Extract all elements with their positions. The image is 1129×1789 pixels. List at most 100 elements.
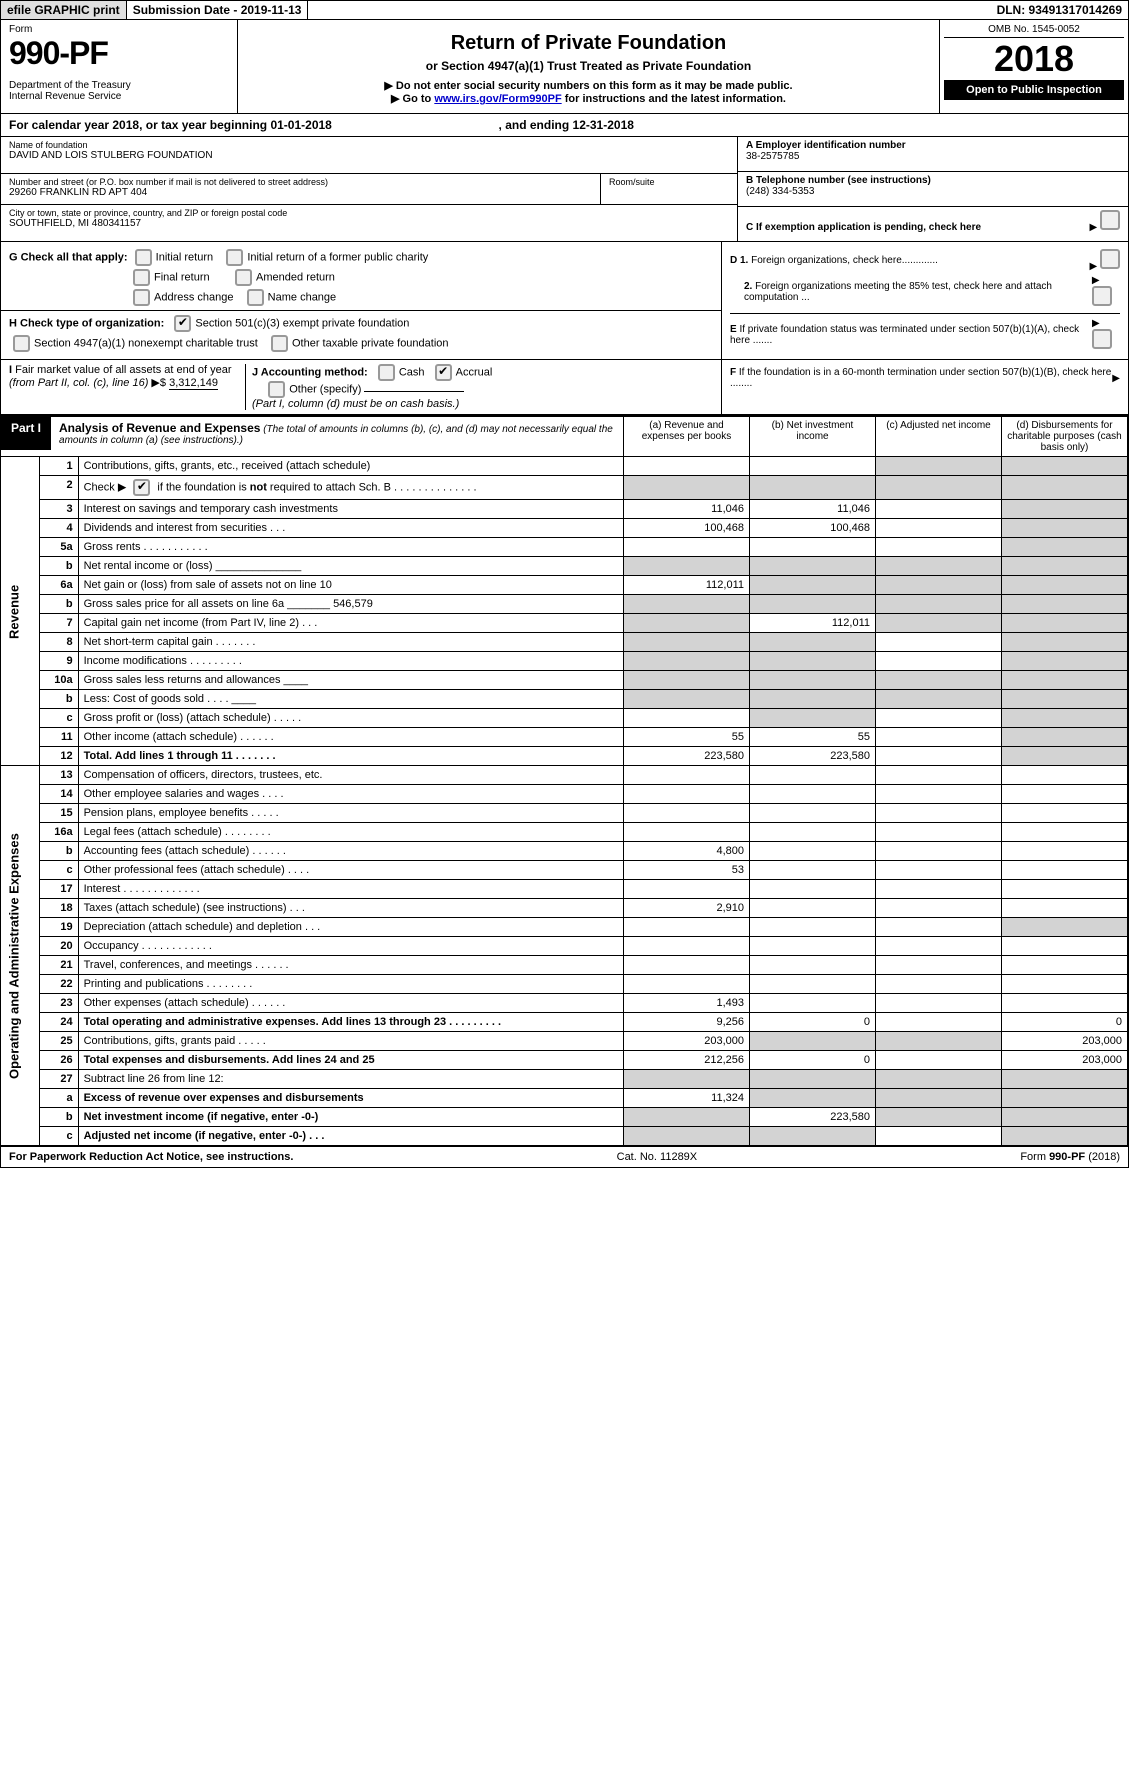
- j-note: (Part I, column (d) must be on cash basi…: [252, 398, 459, 410]
- omb-number: OMB No. 1545-0052: [944, 24, 1124, 38]
- line-description: Accounting fees (attach schedule) . . . …: [78, 842, 623, 861]
- line-description: Interest . . . . . . . . . . . . .: [78, 880, 623, 899]
- f-section: F If the foundation is in a 60-month ter…: [722, 360, 1128, 414]
- table-row: 2Check ▶ if the foundation is not requir…: [1, 476, 1128, 500]
- addr-label: Number and street (or P.O. box number if…: [9, 177, 592, 187]
- entity-section: Name of foundation DAVID AND LOIS STULBE…: [1, 137, 1128, 242]
- line-number: b: [39, 557, 78, 576]
- amount-cell: [750, 690, 876, 709]
- amount-cell: [876, 633, 1002, 652]
- d1-checkbox[interactable]: [1100, 249, 1120, 269]
- opt-amended: Amended return: [256, 271, 335, 283]
- table-row: 27Subtract line 26 from line 12:: [1, 1070, 1128, 1089]
- opt-name: Name change: [268, 291, 337, 303]
- c-label: C If exemption application is pending, c…: [746, 222, 981, 233]
- part-title: Analysis of Revenue and Expenses: [59, 421, 260, 435]
- header-left: Form 990-PF Department of the Treasury I…: [1, 20, 238, 113]
- form-instructions: ▶ Do not enter social security numbers o…: [246, 79, 931, 105]
- chk-amended[interactable]: [235, 269, 252, 286]
- table-row: 10aGross sales less returns and allowanc…: [1, 671, 1128, 690]
- amount-cell: [1002, 842, 1128, 861]
- e-checkbox[interactable]: [1092, 329, 1112, 349]
- ein-label: A Employer identification number: [746, 140, 1120, 151]
- amount-cell: [876, 519, 1002, 538]
- amount-cell: [1002, 500, 1128, 519]
- amount-cell: [750, 766, 876, 785]
- table-row: 5aGross rents . . . . . . . . . . .: [1, 538, 1128, 557]
- amount-cell: [624, 804, 750, 823]
- dept-treasury: Department of the Treasury Internal Reve…: [9, 80, 229, 102]
- amount-cell: [1002, 880, 1128, 899]
- amount-cell: [876, 500, 1002, 519]
- chk-cash[interactable]: [378, 364, 395, 381]
- chk-501c3[interactable]: [174, 315, 191, 332]
- line-number: 7: [39, 614, 78, 633]
- table-row: 16aLegal fees (attach schedule) . . . . …: [1, 823, 1128, 842]
- line-description: Gross sales price for all assets on line…: [78, 595, 623, 614]
- amount-cell: [750, 709, 876, 728]
- i-fmv: I Fair market value of all assets at end…: [9, 364, 246, 410]
- part-label: Part I: [1, 417, 51, 450]
- city-label: City or town, state or province, country…: [9, 208, 729, 218]
- line-number: b: [39, 595, 78, 614]
- line-number: 25: [39, 1032, 78, 1051]
- amount-cell: 2,910: [624, 899, 750, 918]
- line-number: b: [39, 1108, 78, 1127]
- line-description: Gross sales less returns and allowances …: [78, 671, 623, 690]
- open-to-public: Open to Public Inspection: [944, 80, 1124, 100]
- chk-initial-former[interactable]: [226, 249, 243, 266]
- d2-line: 2. Foreign organizations meeting the 85%…: [730, 275, 1120, 309]
- chk-other-taxable[interactable]: [271, 335, 288, 352]
- table-row: 7Capital gain net income (from Part IV, …: [1, 614, 1128, 633]
- fmv-value: 3,312,149: [169, 377, 218, 390]
- footer-row: For Paperwork Reduction Act Notice, see …: [1, 1146, 1128, 1167]
- form-label: Form: [9, 24, 229, 35]
- d-e-section: D 1. D 1. Foreign organizations, check h…: [722, 242, 1128, 359]
- amount-cell: [1002, 690, 1128, 709]
- table-row: 6aNet gain or (loss) from sale of assets…: [1, 576, 1128, 595]
- chk-address[interactable]: [133, 289, 150, 306]
- amount-cell: [1002, 1089, 1128, 1108]
- amount-cell: 4,800: [624, 842, 750, 861]
- irs-link[interactable]: www.irs.gov/Form990PF: [434, 93, 561, 105]
- amount-cell: [1002, 975, 1128, 994]
- g-label: G Check all that apply:: [9, 251, 128, 263]
- efile-print-button[interactable]: efile GRAPHIC print: [1, 1, 127, 19]
- amount-cell: [750, 1032, 876, 1051]
- chk-other-method[interactable]: [268, 381, 285, 398]
- chk-accrual[interactable]: [435, 364, 452, 381]
- amount-cell: 1,493: [624, 994, 750, 1013]
- top-bar: efile GRAPHIC print Submission Date - 20…: [1, 1, 1128, 20]
- amount-cell: 0: [750, 1051, 876, 1070]
- address-cell: Number and street (or P.O. box number if…: [1, 174, 737, 205]
- c-checkbox[interactable]: [1100, 210, 1120, 230]
- line-description: Adjusted net income (if negative, enter …: [78, 1127, 623, 1146]
- chk-final[interactable]: [133, 269, 150, 286]
- table-row: bAccounting fees (attach schedule) . . .…: [1, 842, 1128, 861]
- d2-checkbox[interactable]: [1092, 286, 1112, 306]
- line-number: 5a: [39, 538, 78, 557]
- chk-name[interactable]: [247, 289, 264, 306]
- amount-cell: [750, 671, 876, 690]
- amount-cell: [624, 918, 750, 937]
- chk-4947[interactable]: [13, 335, 30, 352]
- amount-cell: 100,468: [624, 519, 750, 538]
- amount-cell: [1002, 709, 1128, 728]
- line-number: 24: [39, 1013, 78, 1032]
- amount-cell: [1002, 519, 1128, 538]
- chk-initial-return[interactable]: [135, 249, 152, 266]
- amount-cell: [750, 937, 876, 956]
- c-exemption-cell: C If exemption application is pending, c…: [738, 207, 1128, 241]
- opt-former: Initial return of a former public charit…: [247, 251, 428, 263]
- line-description: Taxes (attach schedule) (see instruction…: [78, 899, 623, 918]
- line-number: 16a: [39, 823, 78, 842]
- line-description: Contributions, gifts, grants paid . . . …: [78, 1032, 623, 1051]
- amount-cell: [876, 899, 1002, 918]
- line-number: 21: [39, 956, 78, 975]
- g-line2: Final return Amended return: [9, 269, 713, 286]
- table-row: 17Interest . . . . . . . . . . . . .: [1, 880, 1128, 899]
- line-number: a: [39, 1089, 78, 1108]
- addr-value: 29260 FRANKLIN RD APT 404: [9, 187, 592, 198]
- g-check-section: G Check all that apply: Initial return I…: [1, 242, 722, 359]
- opt-final: Final return: [154, 271, 210, 283]
